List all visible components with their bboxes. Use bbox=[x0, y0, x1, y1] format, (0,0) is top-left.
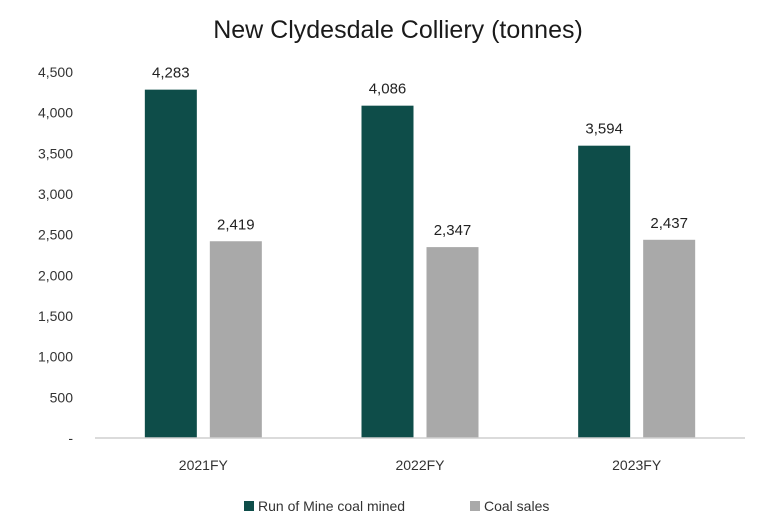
y-tick-label: 4,000 bbox=[38, 105, 73, 121]
y-tick-label: 3,500 bbox=[38, 145, 73, 161]
data-label: 2,437 bbox=[650, 215, 688, 232]
data-label: 3,594 bbox=[585, 121, 623, 138]
legend-swatch bbox=[244, 501, 254, 511]
bar-run-of-mine-2022FY bbox=[361, 105, 414, 438]
bar-run-of-mine-2021FY bbox=[144, 89, 197, 439]
x-axis: 2021FY 2022FY 2023FY bbox=[95, 437, 745, 473]
y-tick-label: 2,500 bbox=[38, 227, 73, 243]
y-tick-label: 2,000 bbox=[38, 267, 73, 283]
bar-coal-sales-2021FY bbox=[209, 241, 262, 438]
legend-swatch bbox=[470, 501, 480, 511]
y-tick-label: 1,500 bbox=[38, 308, 73, 324]
legend-label: Run of Mine coal mined bbox=[258, 498, 405, 514]
x-tick-label: 2023FY bbox=[612, 457, 662, 473]
y-tick-label: 4,500 bbox=[38, 64, 73, 80]
data-label: 2,347 bbox=[434, 222, 472, 239]
bar-coal-sales-2023FY bbox=[643, 239, 696, 438]
data-label: 2,419 bbox=[217, 216, 255, 233]
chart-title: New Clydesdale Colliery (tonnes) bbox=[213, 16, 583, 44]
legend-label: Coal sales bbox=[484, 498, 549, 514]
bar-coal-sales-2022FY bbox=[426, 247, 479, 438]
legend: Run of Mine coal mined Coal sales bbox=[244, 498, 549, 514]
bar-run-of-mine-2023FY bbox=[578, 145, 631, 439]
y-tick-label: - bbox=[68, 430, 73, 446]
y-axis: - 500 1,000 1,500 2,000 2,500 3,000 3,500 4,000 4… bbox=[38, 64, 73, 446]
x-tick-label: 2022FY bbox=[395, 457, 445, 473]
data-label: 4,086 bbox=[369, 81, 407, 98]
x-tick-label: 2021FY bbox=[179, 457, 229, 473]
y-tick-label: 1,000 bbox=[38, 349, 73, 365]
y-tick-label: 500 bbox=[50, 389, 74, 405]
data-label: 4,283 bbox=[152, 65, 190, 82]
y-tick-label: 3,000 bbox=[38, 186, 73, 202]
bars: 4,283 2,419 4,086 2,347 3,594 2,437 bbox=[144, 65, 696, 439]
